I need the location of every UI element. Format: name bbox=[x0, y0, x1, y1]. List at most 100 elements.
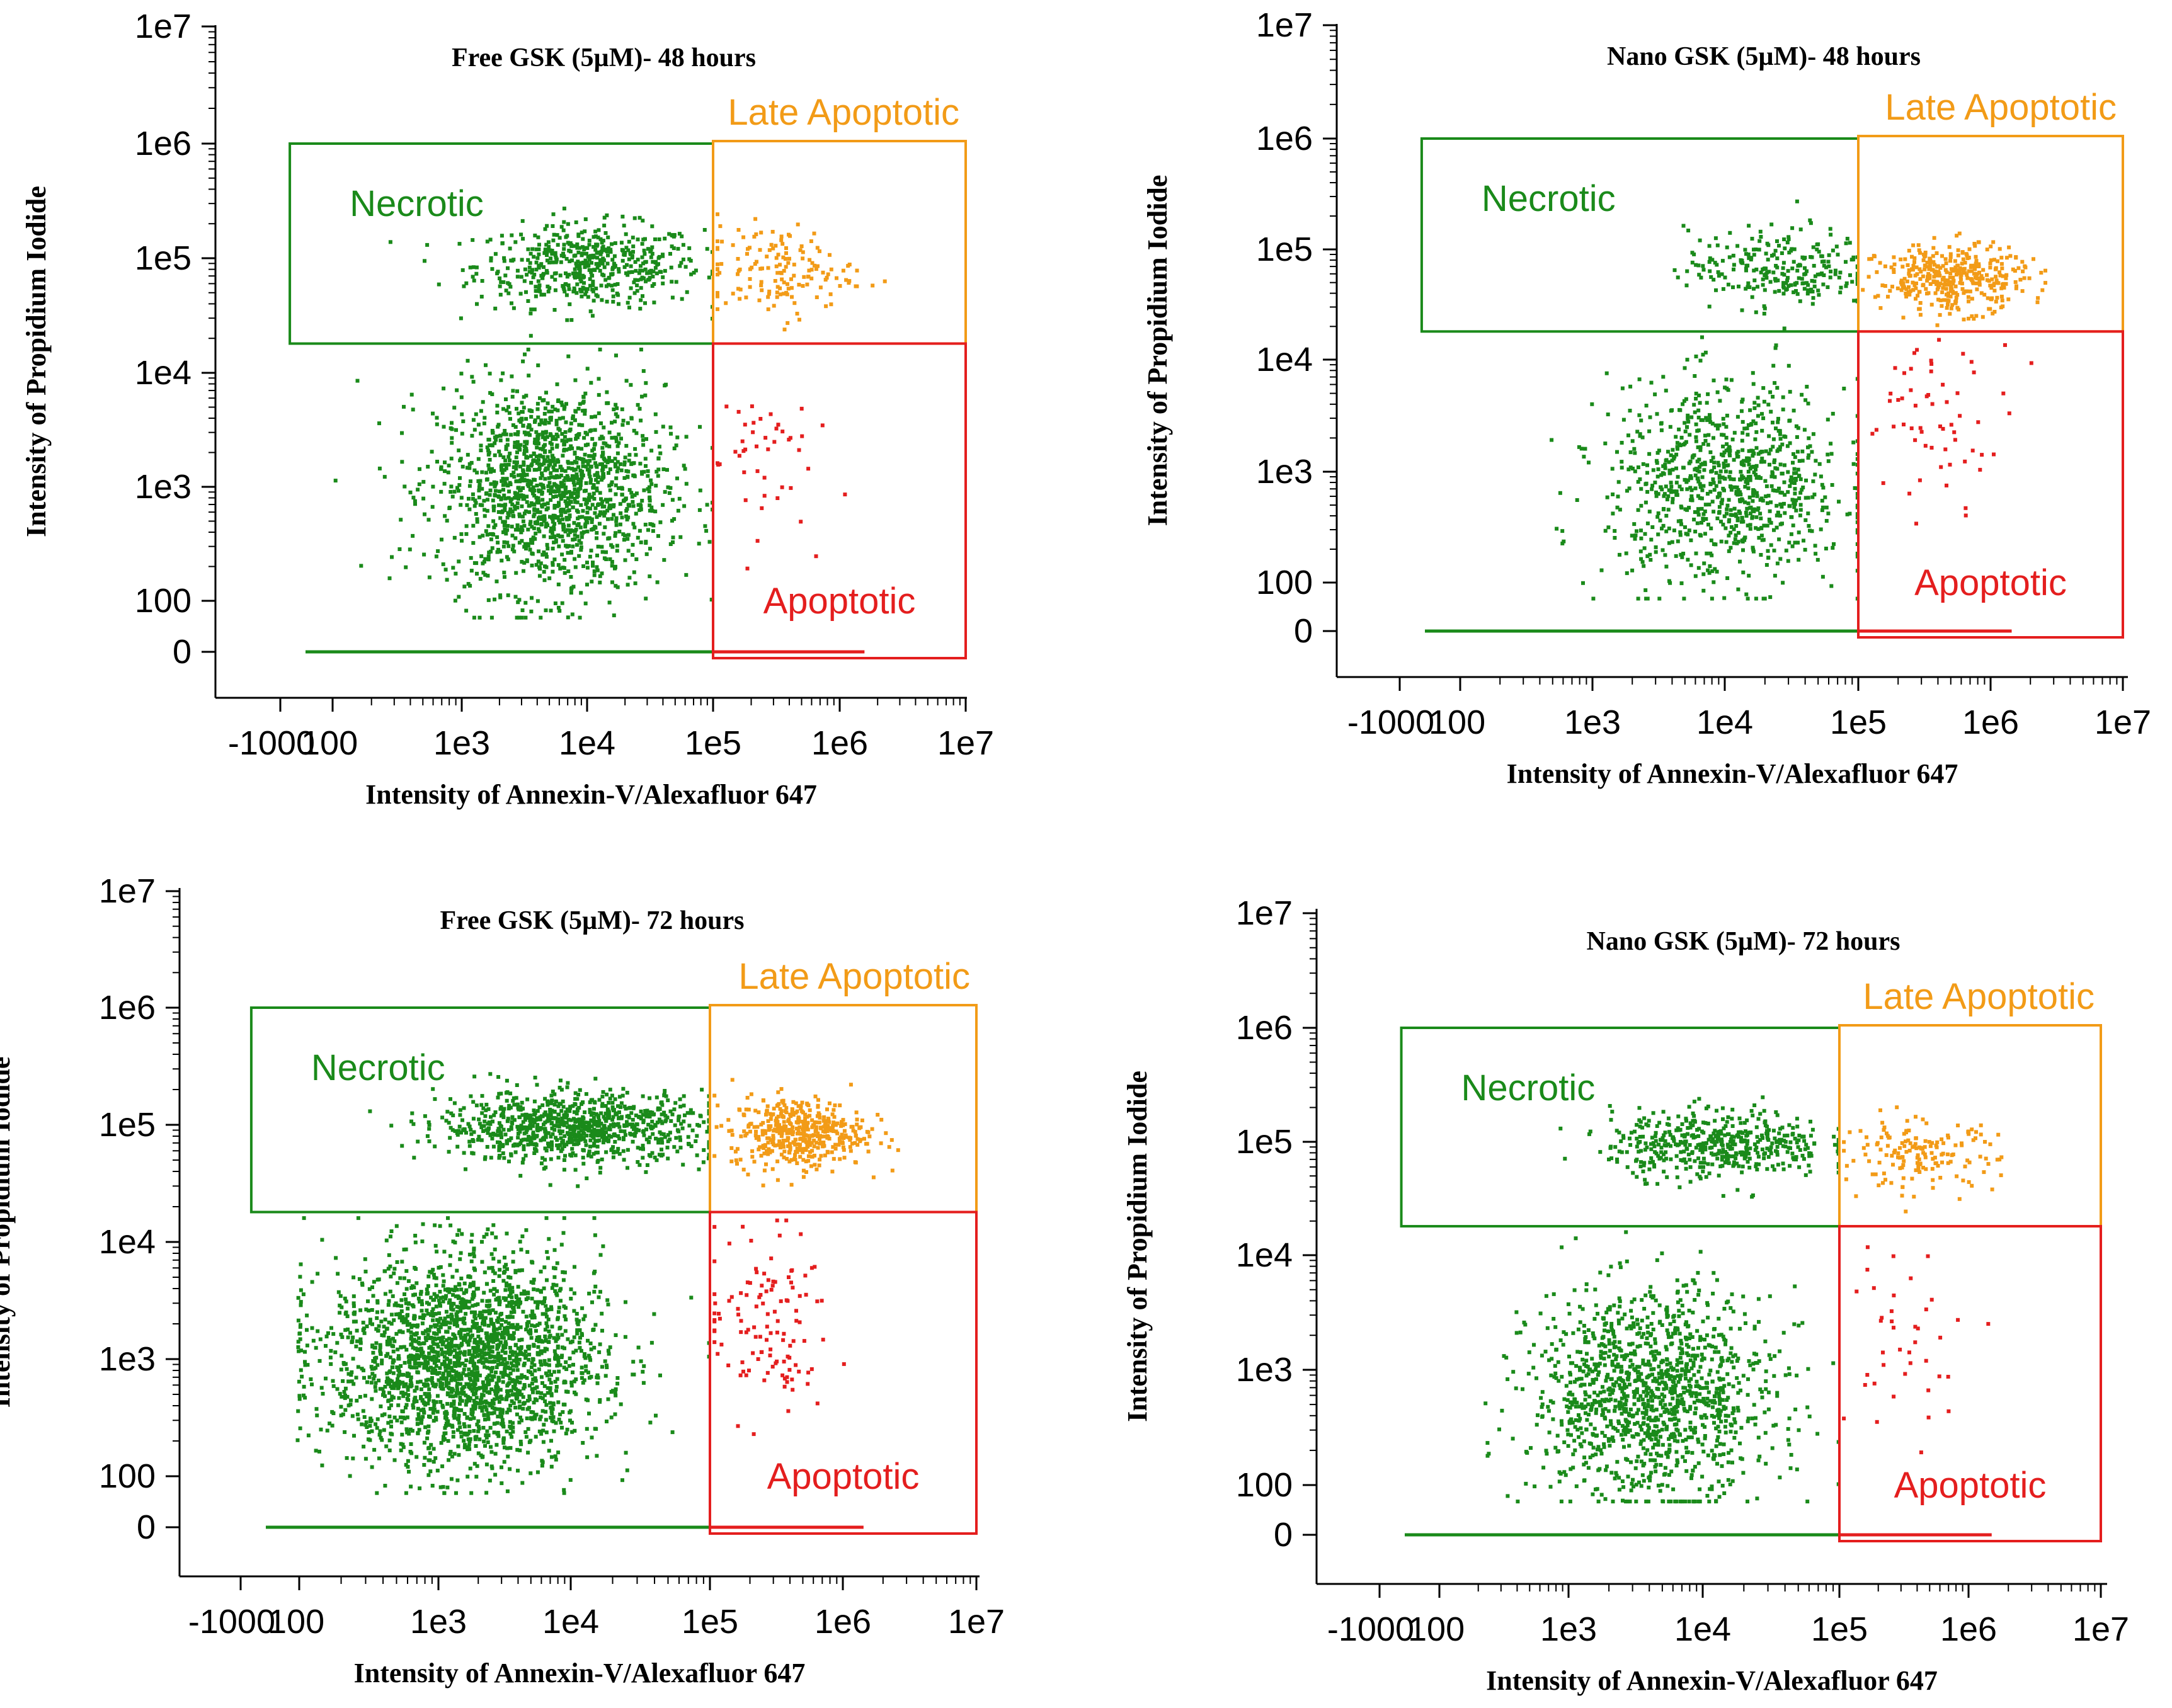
event-point bbox=[631, 521, 636, 526]
event-point bbox=[809, 239, 813, 243]
event-point bbox=[1605, 495, 1609, 499]
event-point bbox=[542, 1127, 547, 1131]
event-point bbox=[1958, 266, 1962, 270]
event-point bbox=[1752, 401, 1757, 405]
event-point bbox=[1992, 452, 1996, 457]
event-point bbox=[614, 519, 619, 523]
event-point bbox=[1577, 445, 1581, 449]
event-point bbox=[579, 503, 583, 507]
event-point bbox=[1792, 505, 1797, 510]
x-tick-label: 1e6 bbox=[1962, 703, 2019, 741]
event-point bbox=[1709, 538, 1713, 543]
event-point bbox=[449, 484, 454, 489]
event-point bbox=[561, 1141, 565, 1145]
event-point bbox=[762, 494, 767, 498]
event-point bbox=[521, 1120, 525, 1124]
event-point bbox=[1981, 268, 1986, 272]
event-point bbox=[613, 464, 617, 469]
event-point bbox=[592, 1115, 596, 1120]
event-point bbox=[544, 1133, 548, 1137]
event-point bbox=[460, 538, 464, 543]
event-point bbox=[549, 1113, 553, 1117]
event-point bbox=[2022, 276, 2026, 280]
event-point bbox=[1645, 463, 1649, 467]
event-point bbox=[482, 421, 486, 426]
event-point bbox=[1793, 540, 1797, 545]
late-apoptotic-gate bbox=[1857, 135, 2124, 333]
event-point bbox=[1645, 470, 1649, 475]
event-point bbox=[682, 1103, 686, 1108]
event-point bbox=[1692, 517, 1696, 521]
event-point bbox=[538, 289, 542, 293]
event-point bbox=[561, 525, 566, 529]
event-point bbox=[1914, 297, 1918, 301]
event-point bbox=[560, 601, 564, 605]
x-tick-label: 1e4 bbox=[559, 724, 615, 762]
event-point bbox=[612, 1122, 615, 1126]
event-point bbox=[1873, 295, 1877, 299]
event-point bbox=[1793, 455, 1797, 459]
event-point bbox=[1988, 265, 1992, 270]
event-point bbox=[653, 237, 657, 241]
event-point bbox=[1764, 251, 1768, 256]
event-point bbox=[657, 1117, 661, 1122]
event-point bbox=[643, 252, 647, 256]
event-point bbox=[1816, 288, 1820, 293]
event-point bbox=[1938, 298, 1943, 302]
event-point bbox=[564, 1110, 568, 1114]
event-point bbox=[513, 491, 517, 495]
event-point bbox=[508, 452, 512, 456]
event-point bbox=[648, 547, 652, 551]
event-point bbox=[581, 399, 586, 404]
event-point bbox=[1727, 445, 1731, 449]
event-point bbox=[610, 580, 614, 584]
event-point bbox=[574, 472, 579, 477]
event-point bbox=[598, 462, 602, 467]
event-point bbox=[570, 446, 574, 450]
event-point bbox=[1739, 492, 1743, 497]
event-point bbox=[675, 476, 679, 481]
event-point bbox=[1696, 513, 1701, 517]
event-point bbox=[1674, 489, 1679, 494]
event-point bbox=[1775, 489, 1780, 493]
event-point bbox=[605, 261, 610, 266]
event-point bbox=[504, 447, 508, 452]
event-point bbox=[1881, 481, 1885, 486]
event-point bbox=[1679, 487, 1684, 491]
event-point bbox=[1933, 291, 1938, 295]
event-point bbox=[1685, 358, 1689, 362]
event-point bbox=[790, 295, 794, 299]
event-point bbox=[513, 432, 517, 436]
event-point bbox=[553, 278, 557, 282]
event-point bbox=[1956, 263, 1960, 268]
event-point bbox=[469, 479, 472, 484]
event-point bbox=[1695, 521, 1700, 525]
event-point bbox=[1715, 569, 1719, 574]
event-point bbox=[593, 414, 597, 419]
event-point bbox=[591, 527, 595, 532]
event-point bbox=[1963, 513, 1968, 518]
event-point bbox=[1687, 506, 1691, 510]
event-point bbox=[528, 1119, 532, 1122]
event-point bbox=[1760, 412, 1764, 416]
event-point bbox=[540, 447, 545, 452]
event-point bbox=[1929, 362, 1934, 366]
event-point bbox=[1793, 478, 1798, 482]
event-point bbox=[615, 444, 620, 448]
event-point bbox=[1732, 267, 1735, 271]
event-point bbox=[1960, 287, 1965, 291]
event-point bbox=[1780, 504, 1784, 509]
event-point bbox=[523, 1137, 528, 1142]
event-point bbox=[467, 496, 471, 501]
event-point bbox=[459, 395, 464, 399]
event-point bbox=[598, 491, 602, 495]
event-point bbox=[548, 432, 552, 436]
y-tick-label: 1e4 bbox=[135, 354, 191, 392]
event-point bbox=[569, 575, 573, 579]
event-point bbox=[506, 291, 511, 295]
event-point bbox=[767, 292, 771, 296]
event-point bbox=[1744, 511, 1748, 515]
event-point bbox=[421, 496, 426, 501]
event-point bbox=[1671, 467, 1675, 472]
event-point bbox=[1771, 437, 1776, 441]
